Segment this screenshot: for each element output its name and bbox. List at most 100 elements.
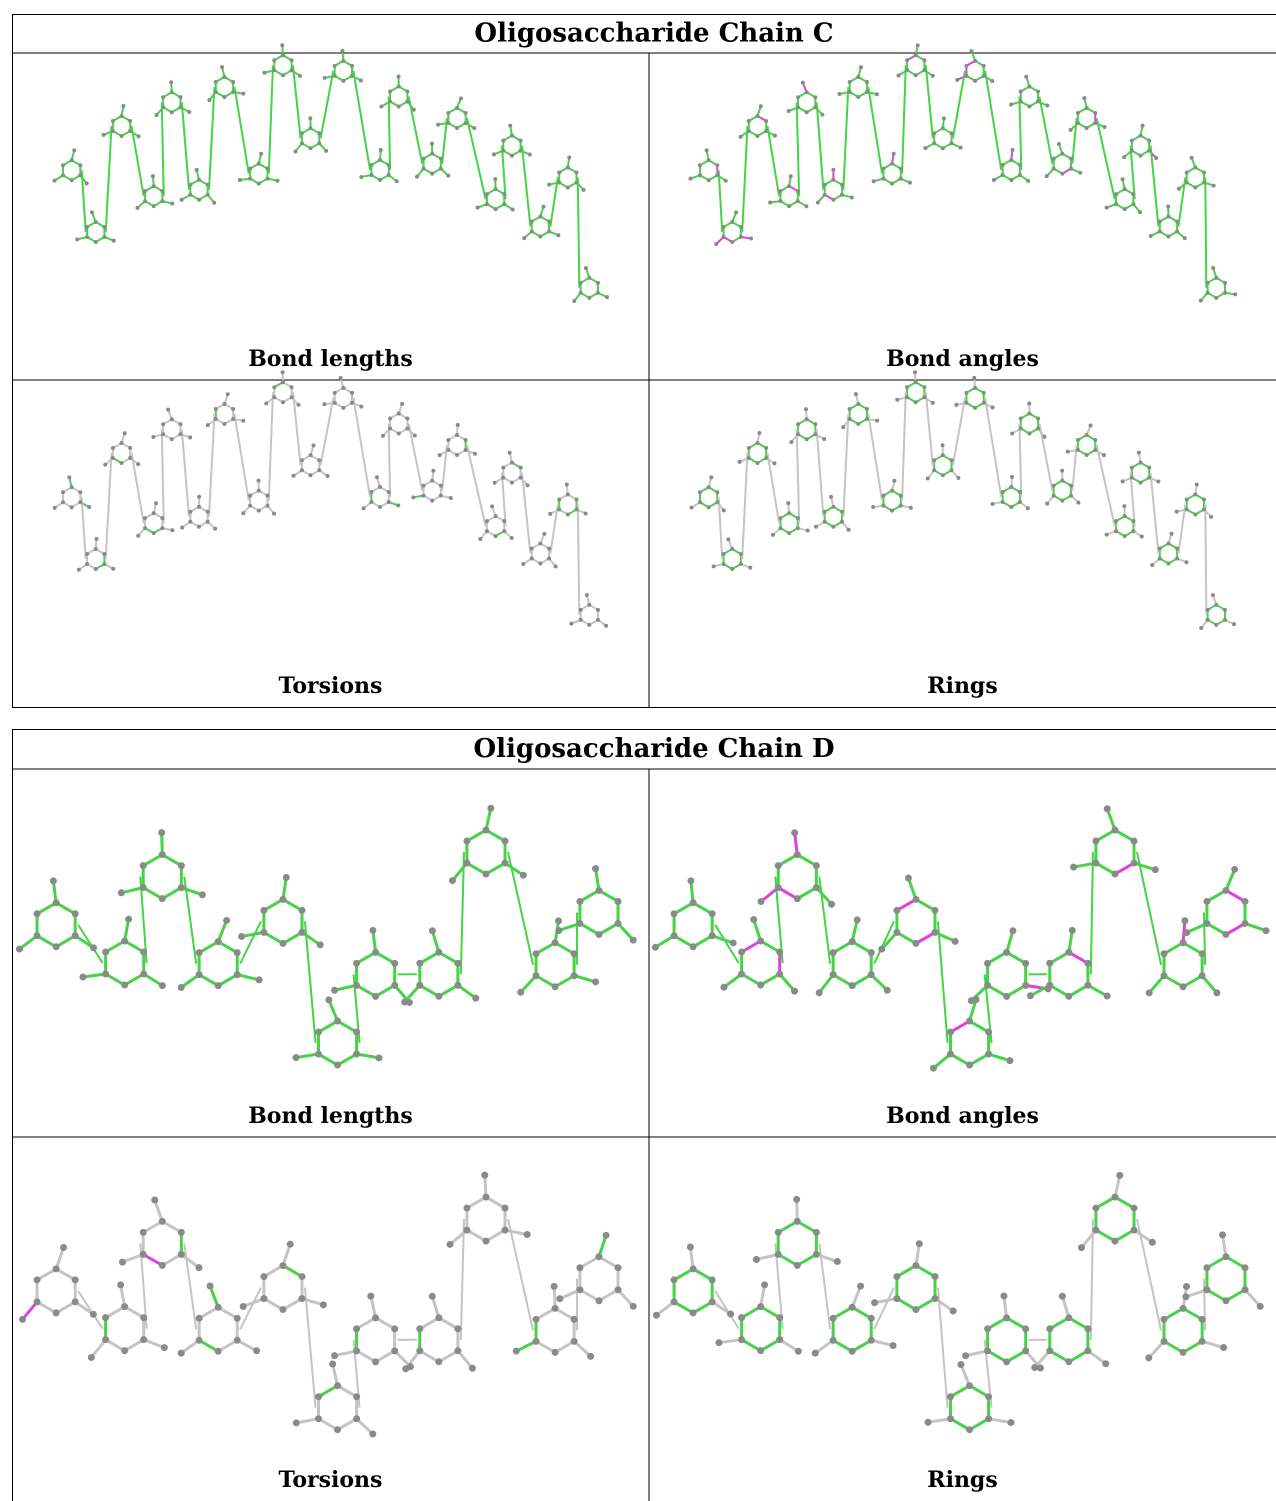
atom <box>595 931 602 938</box>
atom <box>985 1029 992 1036</box>
atom <box>140 1314 147 1321</box>
link-bond <box>985 398 1001 497</box>
atom <box>572 299 576 303</box>
atom <box>207 98 211 102</box>
atom <box>778 516 782 520</box>
link-bond <box>1072 445 1076 491</box>
atom <box>922 385 926 389</box>
atom <box>1093 448 1097 452</box>
atom <box>413 433 417 437</box>
atom <box>715 163 719 167</box>
link-bond <box>467 118 486 199</box>
atom <box>596 618 600 622</box>
atom <box>333 401 337 405</box>
atom <box>401 999 408 1006</box>
atom <box>747 129 751 133</box>
atom <box>279 1306 286 1313</box>
atom <box>334 1018 341 1025</box>
atom <box>552 983 559 990</box>
atom <box>128 446 132 450</box>
atom <box>930 1065 937 1072</box>
atom <box>482 871 489 878</box>
atom <box>820 113 824 117</box>
link-bond <box>508 852 533 965</box>
link-bond <box>321 398 334 465</box>
atom <box>579 608 583 612</box>
atom <box>215 1348 222 1355</box>
atom <box>369 173 373 177</box>
atom <box>881 494 885 498</box>
atom <box>1185 507 1189 511</box>
atom <box>1219 1231 1226 1238</box>
atom <box>510 536 514 540</box>
atom <box>422 167 426 171</box>
atom <box>1121 177 1125 181</box>
atom <box>501 466 505 470</box>
atom <box>178 884 185 891</box>
atom <box>1009 505 1013 509</box>
link-bond <box>1178 177 1185 226</box>
atom <box>53 1265 60 1272</box>
link-bond <box>843 414 848 517</box>
atom <box>1222 931 1229 938</box>
atom <box>881 177 885 181</box>
atom <box>775 1229 782 1236</box>
atom <box>671 932 678 939</box>
atom <box>161 105 165 109</box>
atom <box>519 466 523 470</box>
atom <box>1046 960 1053 967</box>
atom <box>984 1347 991 1354</box>
atom <box>1263 927 1270 934</box>
atom <box>222 402 226 406</box>
link-bond <box>1131 473 1135 527</box>
atom <box>949 468 953 472</box>
atom <box>1022 1325 1029 1332</box>
atom <box>519 476 523 480</box>
atom <box>931 1295 938 1302</box>
atom <box>830 1337 837 1344</box>
atom <box>1139 481 1143 485</box>
link-bond <box>953 71 965 138</box>
atom <box>1166 562 1170 566</box>
atom <box>557 180 561 184</box>
atom <box>1131 1227 1138 1234</box>
link-bond <box>234 87 248 174</box>
atom <box>102 948 109 955</box>
atom <box>552 1349 559 1356</box>
atom <box>922 68 926 72</box>
atom <box>755 114 759 118</box>
caption: Torsions <box>279 1467 383 1493</box>
atom <box>257 509 261 513</box>
atom <box>1027 402 1031 406</box>
atom <box>378 485 382 489</box>
atom <box>970 49 974 53</box>
atom <box>831 178 835 182</box>
atom <box>120 461 124 465</box>
atom <box>214 407 218 411</box>
atom <box>547 183 551 187</box>
atom <box>872 179 876 183</box>
link-bond <box>269 392 273 500</box>
atom <box>881 504 885 508</box>
atom <box>1195 483 1199 487</box>
atom <box>481 1172 488 1179</box>
atom <box>905 68 909 72</box>
atom <box>309 126 313 130</box>
atom <box>372 1358 379 1365</box>
link-bond <box>1205 504 1206 614</box>
atom <box>1060 499 1064 503</box>
atom <box>1158 547 1162 551</box>
link-bond <box>269 65 273 173</box>
link-bond <box>184 1243 196 1329</box>
atom <box>991 405 995 409</box>
atom <box>331 987 338 994</box>
atom <box>1161 950 1168 957</box>
atom <box>1199 626 1203 630</box>
atom <box>574 497 578 501</box>
atom <box>402 1365 409 1372</box>
link-bond <box>502 473 506 527</box>
atom <box>1130 139 1134 143</box>
link-bond <box>234 414 248 501</box>
atom <box>334 1426 341 1433</box>
atom <box>755 134 759 138</box>
